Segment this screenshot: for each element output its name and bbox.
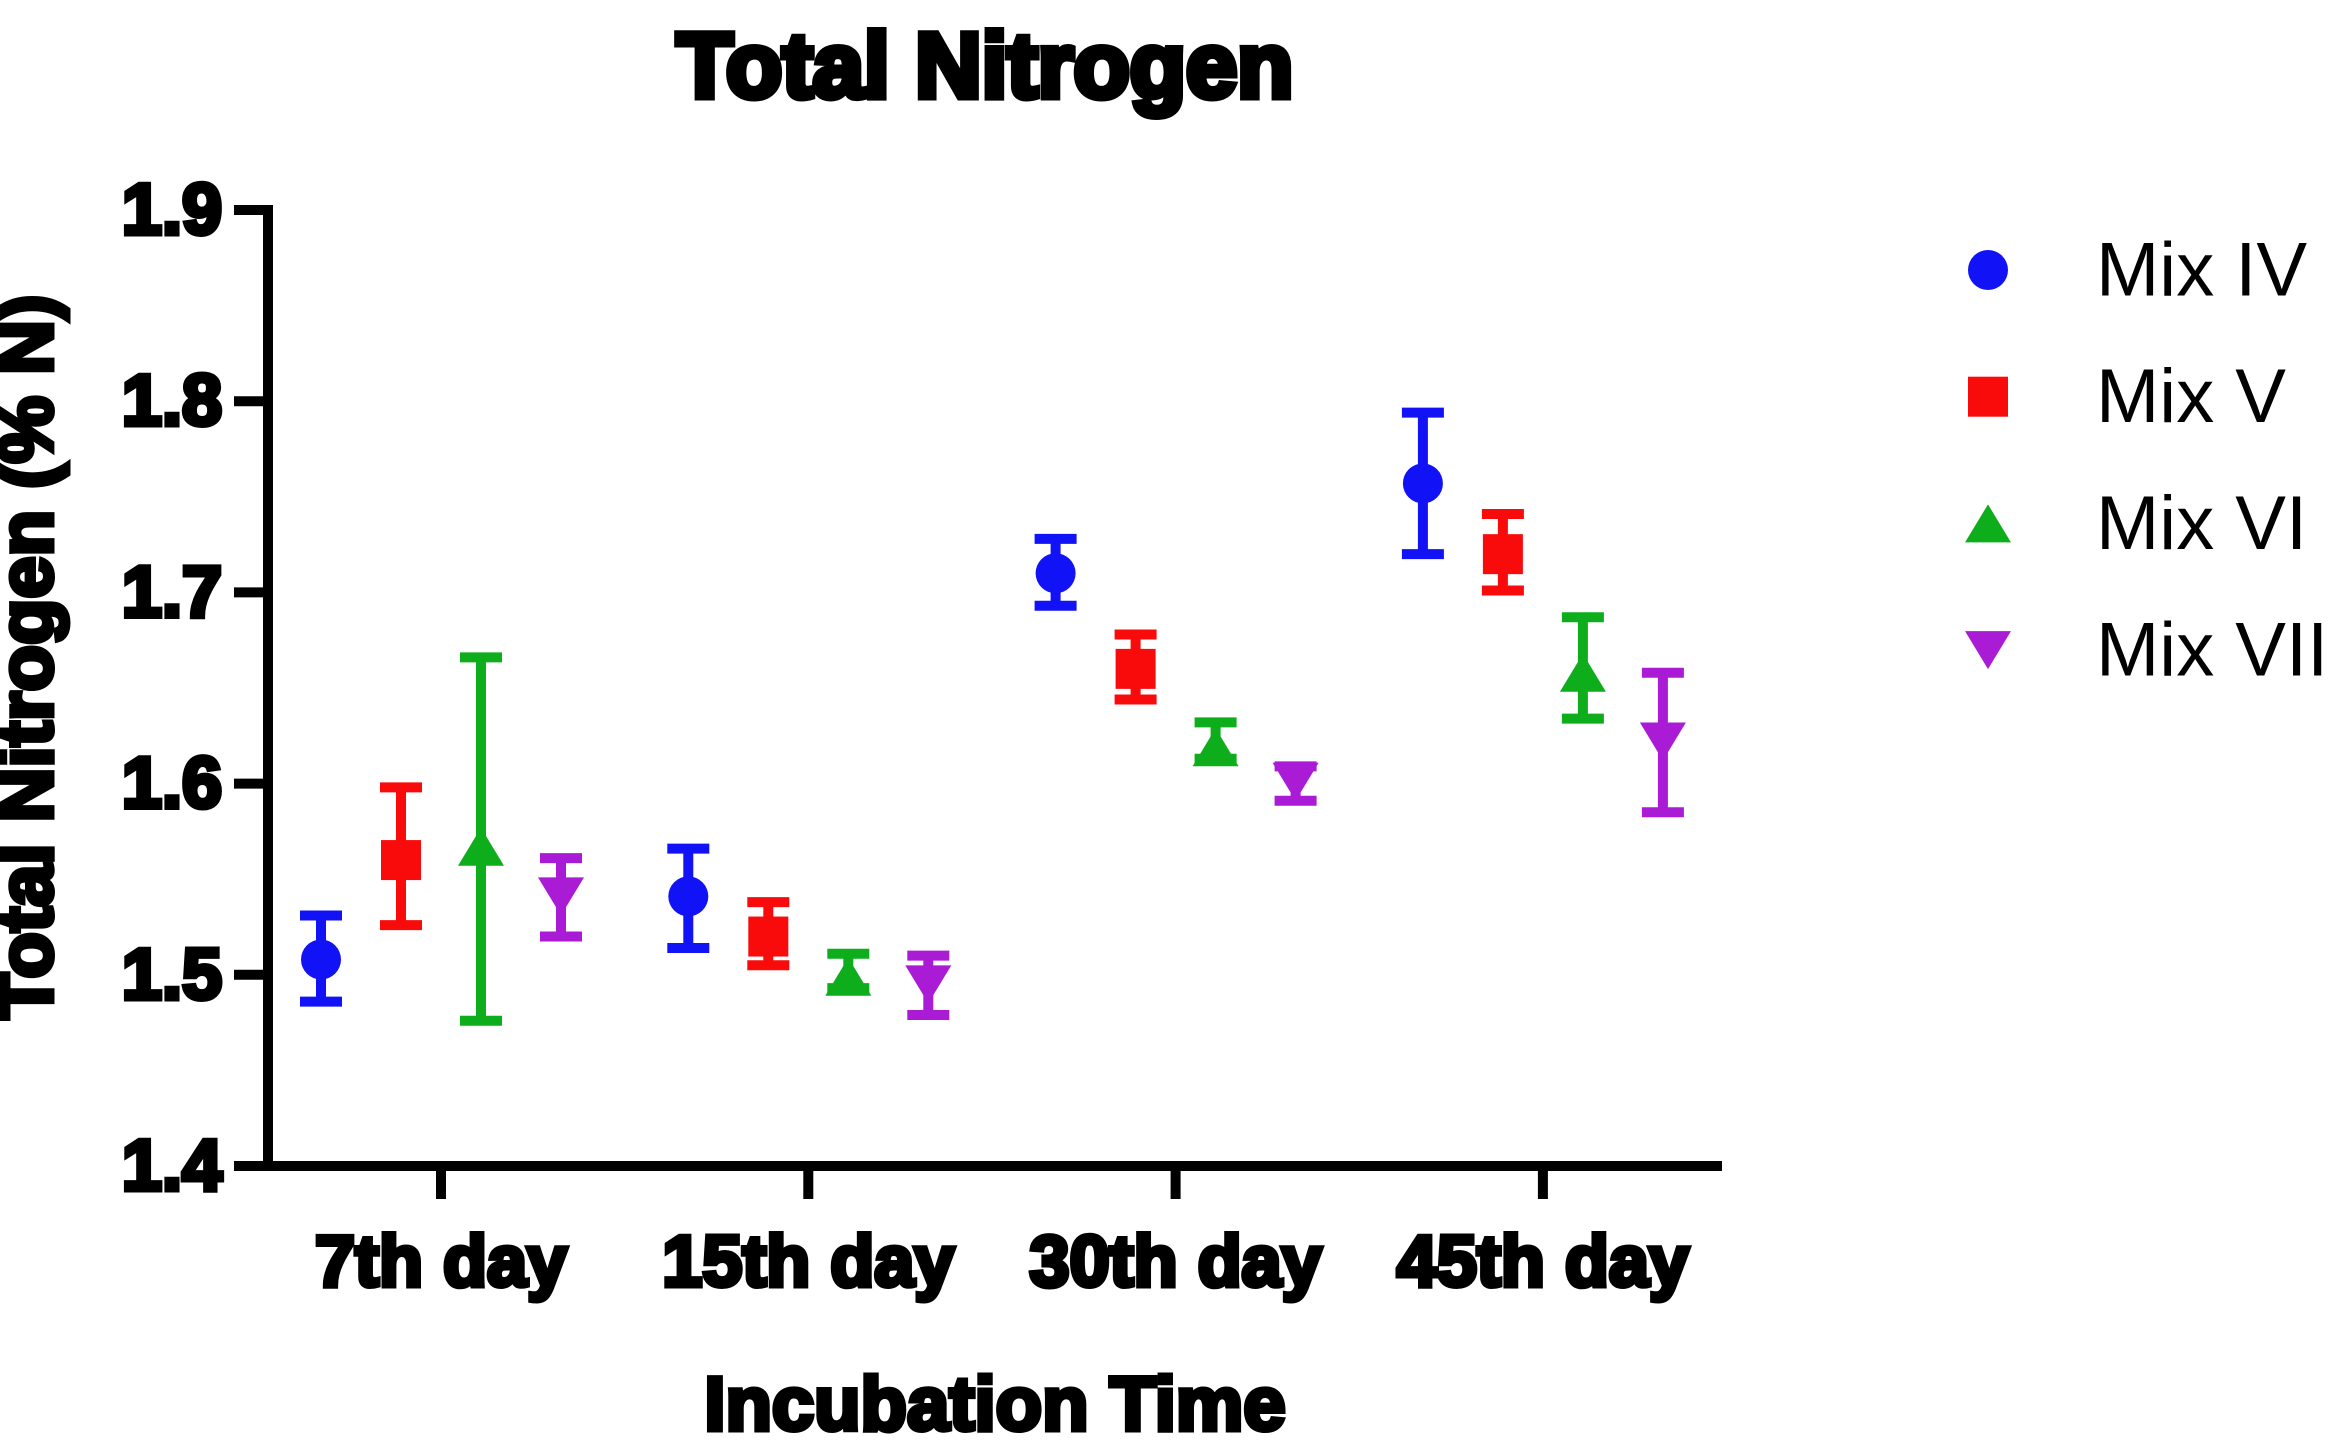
legend-swatch-circle [1968,250,2008,290]
legend-swatch-triangle-down [1965,631,2011,670]
legend-row: Mix VII [1965,608,2328,693]
y-tick-label: 1.8 [122,361,222,441]
y-tick-label: 1.6 [122,744,222,824]
marker-circle [1035,553,1076,594]
legend-swatch-square [1968,376,2008,417]
marker-circle [668,876,709,917]
legend-row: Mix IV [1968,228,2307,313]
y-tick-label: 1.4 [122,1126,222,1206]
marker-circle [1402,463,1443,504]
marker-triangle-up [458,827,504,866]
series-mix-iv [300,407,1444,1007]
y-tick-label: 1.7 [122,552,222,632]
legend-swatch-triangle-up [1965,504,2011,543]
x-tick-label: 15th day [662,1222,954,1302]
legend: Mix IV Mix V Mix VI Mix VII [1965,228,2328,693]
chart-title: Total Nitrogen [677,15,1294,117]
x-tick-label: 45th day [1397,1222,1689,1302]
marker-square [1482,534,1523,575]
marker-triangle-up [825,957,872,996]
marker-triangle-down [1639,722,1686,761]
marker-square [1115,648,1156,689]
y-axis-title: Total Nitrogen (% N) [0,295,69,1020]
series-mix-vi [458,612,1606,1026]
y-tick-label: 1.9 [122,170,222,250]
marker-triangle-up [1192,728,1239,767]
data-points [300,407,1686,1026]
marker-triangle-down [1272,762,1319,801]
marker-triangle-down [905,965,952,1004]
x-tick-label: 30th day [1030,1222,1322,1302]
legend-label: Mix IV [2096,228,2307,313]
legend-label: Mix VII [2096,608,2328,693]
x-axis-title: Incubation Time [704,1362,1285,1447]
series-mix-v [380,509,1524,971]
legend-label: Mix VI [2096,481,2307,566]
x-tick-label: 7th day [315,1222,567,1302]
marker-circle [301,939,341,980]
marker-triangle-down [538,877,584,916]
marker-square [748,916,789,957]
series-mix-vii [538,667,1686,1020]
legend-label: Mix V [2096,354,2286,439]
marker-triangle-up [1559,653,1606,692]
marker-square [381,840,421,881]
legend-row: Mix VI [1965,481,2307,566]
y-tick-label: 1.5 [122,935,222,1015]
legend-row: Mix V [1968,354,2286,439]
axes: 1.4 1.5 1.6 1.7 1.8 1.9 7th day 15th day 30th da… [119,168,1722,1305]
